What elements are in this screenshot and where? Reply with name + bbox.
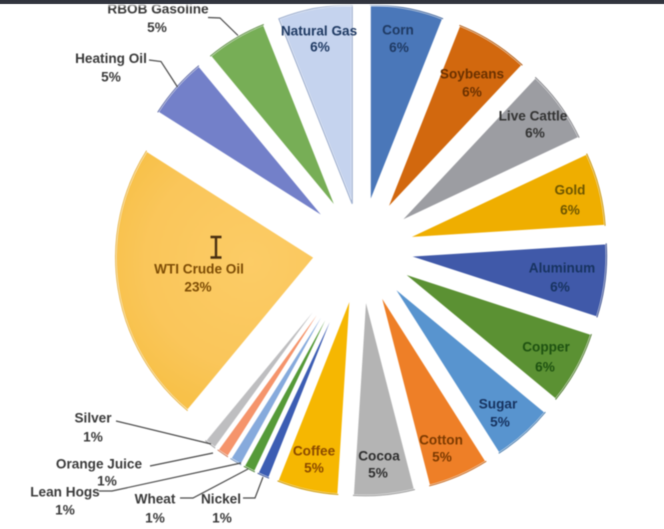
svg-text:6%: 6% [389, 40, 409, 55]
svg-text:Wheat: Wheat [135, 492, 176, 507]
svg-text:6%: 6% [525, 126, 545, 141]
svg-text:Natural Gas: Natural Gas [281, 24, 357, 39]
svg-text:6%: 6% [462, 85, 482, 100]
svg-text:1%: 1% [212, 511, 232, 526]
svg-text:1%: 1% [55, 503, 75, 518]
svg-text:WTI Crude Oil: WTI Crude Oil [154, 262, 244, 277]
svg-text:Silver: Silver [74, 411, 112, 426]
svg-text:Corn: Corn [382, 23, 414, 38]
svg-text:Live Cattle: Live Cattle [499, 109, 568, 124]
svg-text:23%: 23% [184, 280, 211, 295]
svg-text:Nickel: Nickel [201, 492, 241, 507]
svg-text:5%: 5% [490, 415, 510, 430]
svg-text:Sugar: Sugar [479, 397, 518, 412]
svg-text:Soybeans: Soybeans [440, 67, 504, 82]
svg-text:5%: 5% [304, 461, 324, 476]
svg-text:6%: 6% [535, 360, 555, 375]
svg-text:Copper: Copper [522, 340, 570, 355]
svg-text:5%: 5% [368, 466, 388, 481]
svg-text:6%: 6% [550, 280, 570, 295]
svg-text:6%: 6% [560, 203, 580, 218]
svg-text:Orange Juice: Orange Juice [56, 457, 143, 472]
svg-text:5%: 5% [101, 69, 121, 84]
svg-text:5%: 5% [147, 20, 167, 35]
svg-text:1%: 1% [97, 474, 117, 489]
svg-text:5%: 5% [432, 450, 452, 465]
svg-text:Lean Hogs: Lean Hogs [30, 485, 100, 500]
svg-text:Heating Oil: Heating Oil [75, 51, 147, 66]
svg-text:Gold: Gold [555, 183, 586, 198]
svg-text:Coffee: Coffee [293, 444, 336, 459]
svg-text:Cotton: Cotton [419, 433, 463, 448]
svg-text:Aluminum: Aluminum [529, 261, 595, 276]
svg-text:1%: 1% [83, 430, 103, 445]
svg-text:1%: 1% [145, 511, 165, 526]
svg-text:6%: 6% [310, 40, 330, 55]
svg-text:Cocoa: Cocoa [358, 449, 400, 464]
